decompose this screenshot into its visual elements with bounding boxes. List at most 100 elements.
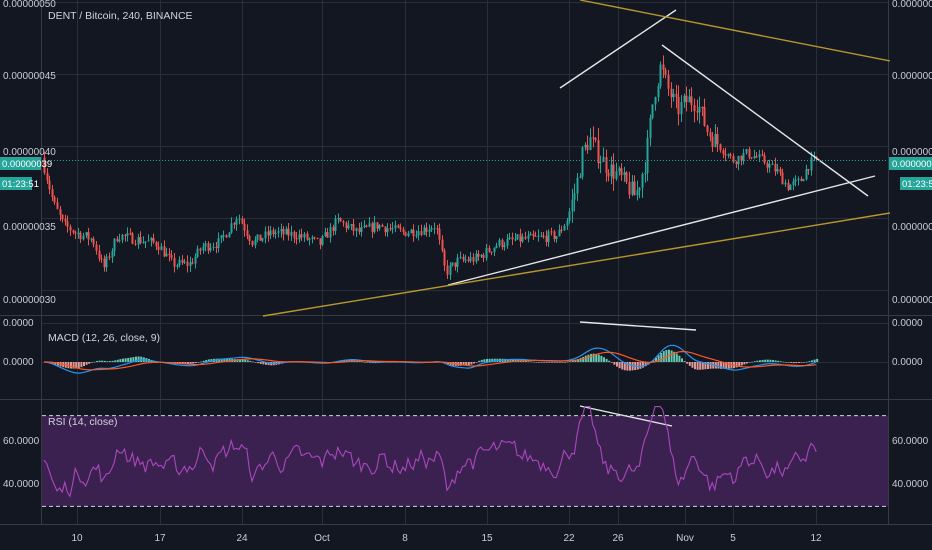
macd-histogram-bar [202, 360, 205, 362]
macd-histogram-bar [80, 362, 83, 368]
candle-body [399, 227, 402, 230]
trendline [661, 44, 869, 197]
macd-histogram-bar [644, 362, 647, 367]
macd-histogram-bar [766, 359, 769, 362]
candle-body [381, 225, 384, 227]
candle-body [631, 181, 634, 195]
macd-histogram-bar [551, 362, 553, 363]
macd-histogram-bar [605, 358, 608, 362]
candle-body [579, 176, 582, 178]
candle-body [415, 235, 418, 237]
macd-histogram-bar [57, 362, 59, 366]
macd-histogram-bar [631, 362, 634, 371]
macd-histogram-bar [592, 353, 595, 362]
macd-tick-label: 0.0000 [3, 318, 34, 329]
candle-body [407, 233, 410, 236]
macd-histogram-bar [694, 362, 696, 370]
candle-body [779, 169, 782, 173]
macd-histogram-bar [618, 362, 621, 369]
macd-histogram-bar [525, 360, 527, 362]
macd-histogram-bar [192, 362, 195, 364]
candle-body [623, 172, 626, 176]
macd-histogram-bar [772, 360, 774, 362]
candle-body [745, 149, 748, 154]
macd-histogram-bar [639, 362, 642, 369]
candle-body [610, 164, 613, 177]
candle-body [280, 229, 283, 232]
macd-histogram-bar [530, 361, 533, 363]
candle-body [199, 248, 202, 251]
candle-body [508, 237, 511, 240]
candle-body [53, 196, 56, 203]
macd-histogram-bar [574, 359, 577, 362]
macd-histogram-bar [85, 362, 88, 365]
candle-body [781, 172, 784, 185]
candle-body [709, 132, 712, 137]
candle-body [657, 85, 660, 98]
macd-histogram-bar [462, 362, 465, 366]
candle-body [321, 235, 324, 245]
macd-histogram-bar [114, 360, 117, 362]
candle-body [495, 245, 498, 248]
rsi-series [42, 405, 888, 507]
macd-histogram-bar [194, 362, 197, 364]
candle-body [116, 238, 119, 242]
candle-body [207, 243, 210, 251]
candle-body [753, 156, 756, 159]
macd-histogram-bar [249, 360, 252, 362]
macd-histogram-bar [241, 359, 244, 362]
macd-histogram-bar [506, 358, 509, 362]
candle-body [64, 219, 67, 222]
candle-body [347, 225, 350, 229]
macd-histogram-bar [493, 358, 496, 362]
candle-body [85, 232, 88, 236]
candle-body [750, 157, 753, 159]
candle-body [209, 247, 212, 251]
price-axis-left: 0.00000050 0.00000045 0.00000040 0.00000… [3, 0, 56, 306]
macd-histogram-bar [725, 362, 728, 369]
candle-body [493, 247, 496, 253]
candle-body [716, 134, 719, 145]
candle-body [332, 226, 335, 231]
candle-body [638, 187, 641, 191]
candle-body [787, 182, 790, 190]
macd-histogram-bar [197, 362, 200, 363]
macd-histogram-bar [465, 362, 468, 366]
candle-body [368, 223, 371, 227]
macd-histogram-bar [670, 350, 673, 362]
macd-histogram-bar [735, 362, 738, 368]
candle-body [350, 224, 353, 226]
macd-histogram-bar [707, 362, 709, 369]
candle-body [719, 144, 722, 151]
macd-histogram-bar [483, 359, 486, 362]
price-tick-label: 0.00000040 [892, 147, 932, 158]
macd-histogram-bar [665, 350, 668, 362]
candle-body [103, 258, 106, 268]
macd-histogram-bar [98, 360, 101, 362]
candle-body [714, 134, 717, 147]
trendline [579, 0, 891, 62]
time-tick-label: 12 [810, 533, 822, 544]
macd-histogram-bar [392, 362, 395, 363]
macd-histogram-bar [603, 357, 605, 362]
macd-histogram-bar [569, 361, 572, 362]
candle-body [532, 233, 535, 236]
macd-histogram-bar [566, 361, 569, 363]
macd-histogram-bar [553, 362, 556, 363]
macd-histogram-bar [220, 358, 223, 362]
macd-histogram-bar [189, 362, 192, 364]
macd-histogram-bar [660, 353, 663, 362]
candle-body [810, 157, 813, 171]
candle-body [511, 237, 514, 240]
macd-histogram-bar [816, 358, 819, 362]
candle-body [389, 228, 392, 230]
candle-body [43, 157, 46, 173]
candle-body [339, 218, 342, 222]
candle-body [625, 172, 628, 182]
macd-histogram-bar [389, 362, 392, 363]
countdown-badge-value: 01:23:51 [902, 179, 932, 190]
candle-body [462, 256, 465, 260]
macd-histogram-bar [774, 360, 777, 362]
candle-body [727, 154, 730, 156]
macd-histogram-bar [746, 362, 748, 364]
